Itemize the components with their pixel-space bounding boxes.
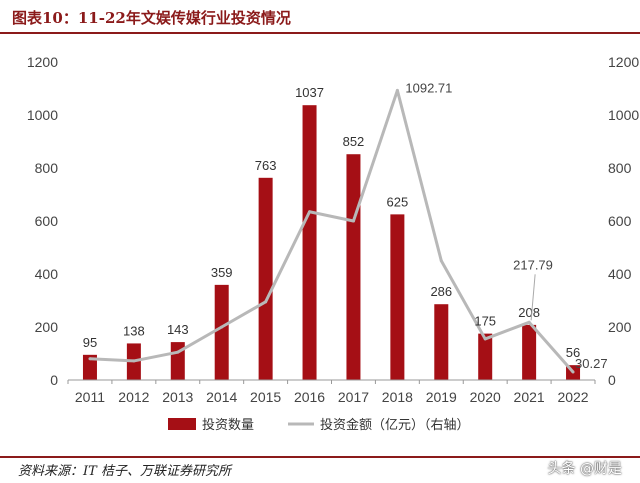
- bar: [302, 105, 317, 380]
- bar: [434, 304, 449, 380]
- x-tick-label: 2020: [470, 389, 501, 405]
- legend-swatch-bar: [168, 418, 196, 430]
- line-point: [88, 357, 92, 361]
- line-point: [132, 359, 136, 363]
- bar-value-label: 286: [430, 284, 452, 299]
- line-point: [176, 350, 180, 354]
- y-axis-right: 0 200 400 600 800 1000 1200: [608, 54, 639, 388]
- label-leader-line: [530, 274, 536, 321]
- y-right-tick-label: 1000: [608, 107, 639, 123]
- x-tick-label: 2022: [557, 389, 588, 405]
- x-tick-label: 2017: [338, 389, 369, 405]
- x-tick-label: 2021: [514, 389, 545, 405]
- bar-series: [82, 105, 581, 380]
- x-tick-label: 2019: [426, 389, 457, 405]
- bar-value-label: 625: [387, 194, 409, 209]
- title-bar: 图表10：11-22年文娱传媒行业投资情况: [0, 0, 640, 34]
- line-value-label: 30.27: [575, 356, 608, 371]
- footer-rule: [0, 456, 640, 458]
- y-right-tick-label: 600: [608, 213, 632, 229]
- y-left-tick-label: 1200: [27, 54, 58, 70]
- x-tick-label: 2013: [162, 389, 193, 405]
- x-tick-label: 2018: [382, 389, 413, 405]
- line-point: [527, 320, 531, 324]
- figure-title: 图表10：11-22年文娱传媒行业投资情况: [12, 9, 291, 27]
- line-series: [88, 88, 575, 374]
- x-tick-label: 2015: [250, 389, 281, 405]
- y-left-tick-label: 600: [35, 213, 59, 229]
- chart: 0 200 400 600 800 1000 1200 0 200 400 600 800 1000 1…: [27, 54, 640, 433]
- y-axis-left: 0 200 400 600 800 1000 1200: [27, 54, 58, 388]
- legend: 投资数量 投资金额（亿元）（右轴）: [168, 417, 470, 433]
- bar: [478, 333, 493, 380]
- line-point: [483, 337, 487, 341]
- bar-value-label: 763: [255, 158, 277, 173]
- line-point: [308, 210, 312, 214]
- bar-value-label: 56: [566, 345, 580, 360]
- source-note: 资料来源：IT 桔子、万联证券研究所: [18, 464, 231, 479]
- legend-label-line: 投资金额（亿元）（右轴）: [320, 417, 470, 433]
- y-left-tick-label: 1000: [27, 107, 58, 123]
- line-point: [264, 300, 268, 304]
- line-value-label: 1092.71: [405, 80, 452, 95]
- bar-value-label: 138: [123, 323, 145, 338]
- y-left-tick-label: 400: [35, 266, 59, 282]
- x-axis: 2011 2012 2013 2014 2015 2016 2017 2018 2019 2020…: [67, 379, 596, 405]
- bar-value-label: 1037: [295, 85, 324, 100]
- y-right-tick-label: 800: [608, 160, 632, 176]
- watermark: 头条 @财是: [547, 461, 622, 477]
- y-right-tick-label: 400: [608, 266, 632, 282]
- bar-value-label: 208: [518, 305, 540, 320]
- y-left-tick-label: 0: [50, 372, 58, 388]
- line-point: [439, 259, 443, 263]
- x-tick-label: 2012: [118, 389, 149, 405]
- bar: [258, 177, 273, 380]
- data-labels: 95 138 143 359 763 1037 852 625 286 175 208 56 1092.…: [83, 80, 608, 371]
- line-value-label: 217.79: [513, 257, 553, 272]
- bar: [214, 284, 229, 380]
- line-point: [351, 219, 355, 223]
- y-left-tick-label: 200: [35, 319, 59, 335]
- bar-value-label: 95: [83, 335, 97, 350]
- amount-line: [89, 88, 575, 373]
- y-right-tick-label: 1200: [608, 54, 639, 70]
- bar-value-label: 852: [343, 134, 365, 149]
- bar-value-label: 175: [474, 314, 496, 329]
- bar: [346, 154, 361, 380]
- line-point: [571, 370, 575, 374]
- x-tick-label: 2014: [206, 389, 237, 405]
- bar-value-label: 143: [167, 322, 189, 337]
- line-point: [220, 325, 224, 329]
- bar: [522, 324, 537, 380]
- y-left-tick-label: 800: [35, 160, 59, 176]
- bar: [390, 214, 405, 380]
- bar: [82, 354, 97, 380]
- x-tick-label: 2016: [294, 389, 325, 405]
- x-tick-label: 2011: [75, 389, 105, 405]
- y-right-tick-label: 200: [608, 319, 632, 335]
- y-right-tick-label: 0: [608, 372, 616, 388]
- legend-label-bar: 投资数量: [202, 417, 254, 433]
- line-point: [395, 88, 399, 92]
- bar-value-label: 359: [211, 265, 233, 280]
